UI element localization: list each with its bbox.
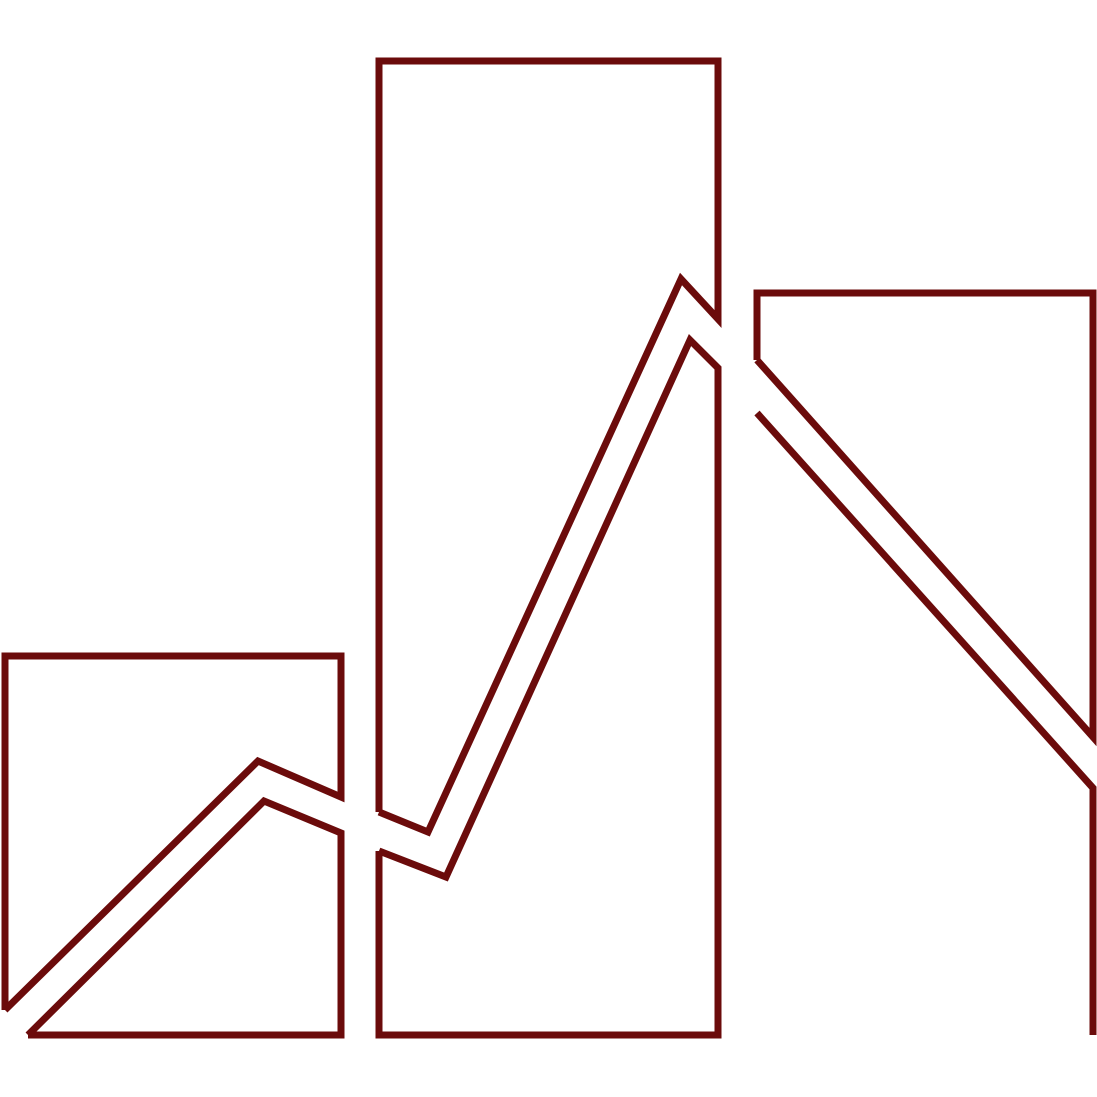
middle-bar-upper-outline [375,57,722,837]
left-bar-upper-outline [1,652,345,1013]
middle-bar-lower-outline [375,333,722,1039]
right-bar-upper-outline [753,289,1097,747]
right-bar-lower-outline [754,410,1097,1035]
left-bar-lower-outline [25,796,345,1039]
